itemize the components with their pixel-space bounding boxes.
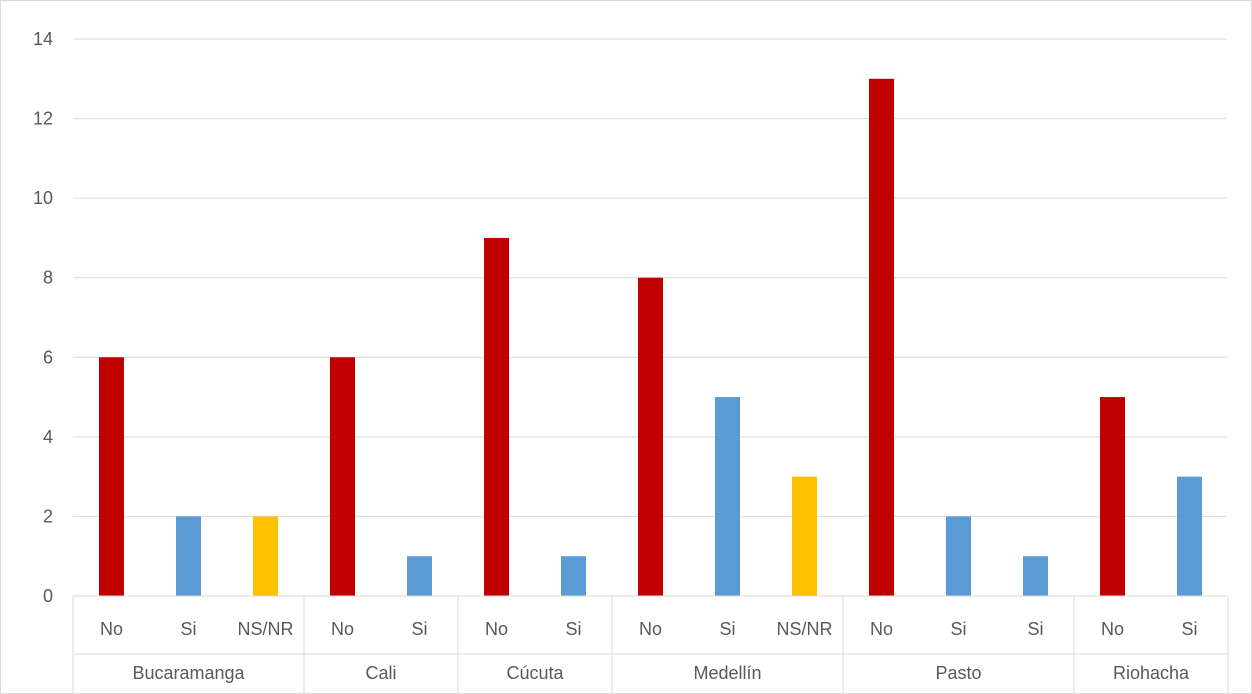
group-label-5: Riohacha (1113, 663, 1190, 683)
category-label: NS/NR (776, 619, 832, 639)
y-tick-label-6: 6 (43, 347, 53, 367)
bar-medellín-0 (638, 277, 663, 596)
bar-medellín-2 (792, 476, 817, 596)
category-label: Si (180, 619, 196, 639)
y-tick-label-12: 12 (33, 109, 53, 129)
bar-bucaramanga-0 (99, 357, 124, 596)
y-axis: 0 2 4 6 8 10 12 14 (33, 29, 53, 606)
group-label-2: Cúcuta (506, 663, 564, 683)
category-label: No (485, 619, 508, 639)
group-label-3: Medellín (693, 663, 761, 683)
bar-riohacha-0 (1100, 397, 1125, 596)
group-label-4: Pasto (935, 663, 981, 683)
bar-bucaramanga-2 (253, 516, 278, 596)
group-label-1: Cali (365, 663, 396, 683)
category-label: No (639, 619, 662, 639)
bar-riohacha-1 (1177, 476, 1202, 596)
bar-pasto-2 (1023, 556, 1048, 596)
bar-cúcuta-0 (484, 237, 509, 596)
category-labels: No Si NS/NR Bucaramanga No Si Cali No Si Cúcuta No… (100, 619, 1198, 683)
bars (99, 78, 1202, 597)
bar-bucaramanga-1 (176, 516, 201, 596)
y-tick-label-14: 14 (33, 29, 53, 49)
category-label: No (331, 619, 354, 639)
y-tick-label-8: 8 (43, 268, 53, 288)
category-label: Si (411, 619, 427, 639)
bar-cúcuta-1 (561, 556, 586, 596)
y-tick-label-10: 10 (33, 188, 53, 208)
category-label: No (870, 619, 893, 639)
bar-cali-0 (330, 357, 355, 596)
category-label: Si (1181, 619, 1197, 639)
y-tick-label-2: 2 (43, 506, 53, 526)
bar-pasto-1 (946, 516, 971, 596)
category-label: Si (565, 619, 581, 639)
x-axis (72, 595, 1229, 693)
y-tick-label-4: 4 (43, 427, 53, 447)
category-label: NS/NR (237, 619, 293, 639)
category-label: No (100, 619, 123, 639)
bar-medellín-1 (715, 397, 740, 596)
category-label: Si (719, 619, 735, 639)
category-label: Si (1027, 619, 1043, 639)
category-label: Si (950, 619, 966, 639)
y-tick-label-0: 0 (43, 586, 53, 606)
bar-pasto-0 (869, 78, 894, 597)
category-label: No (1101, 619, 1124, 639)
group-label-0: Bucaramanga (132, 663, 245, 683)
bar-cali-1 (407, 556, 432, 596)
